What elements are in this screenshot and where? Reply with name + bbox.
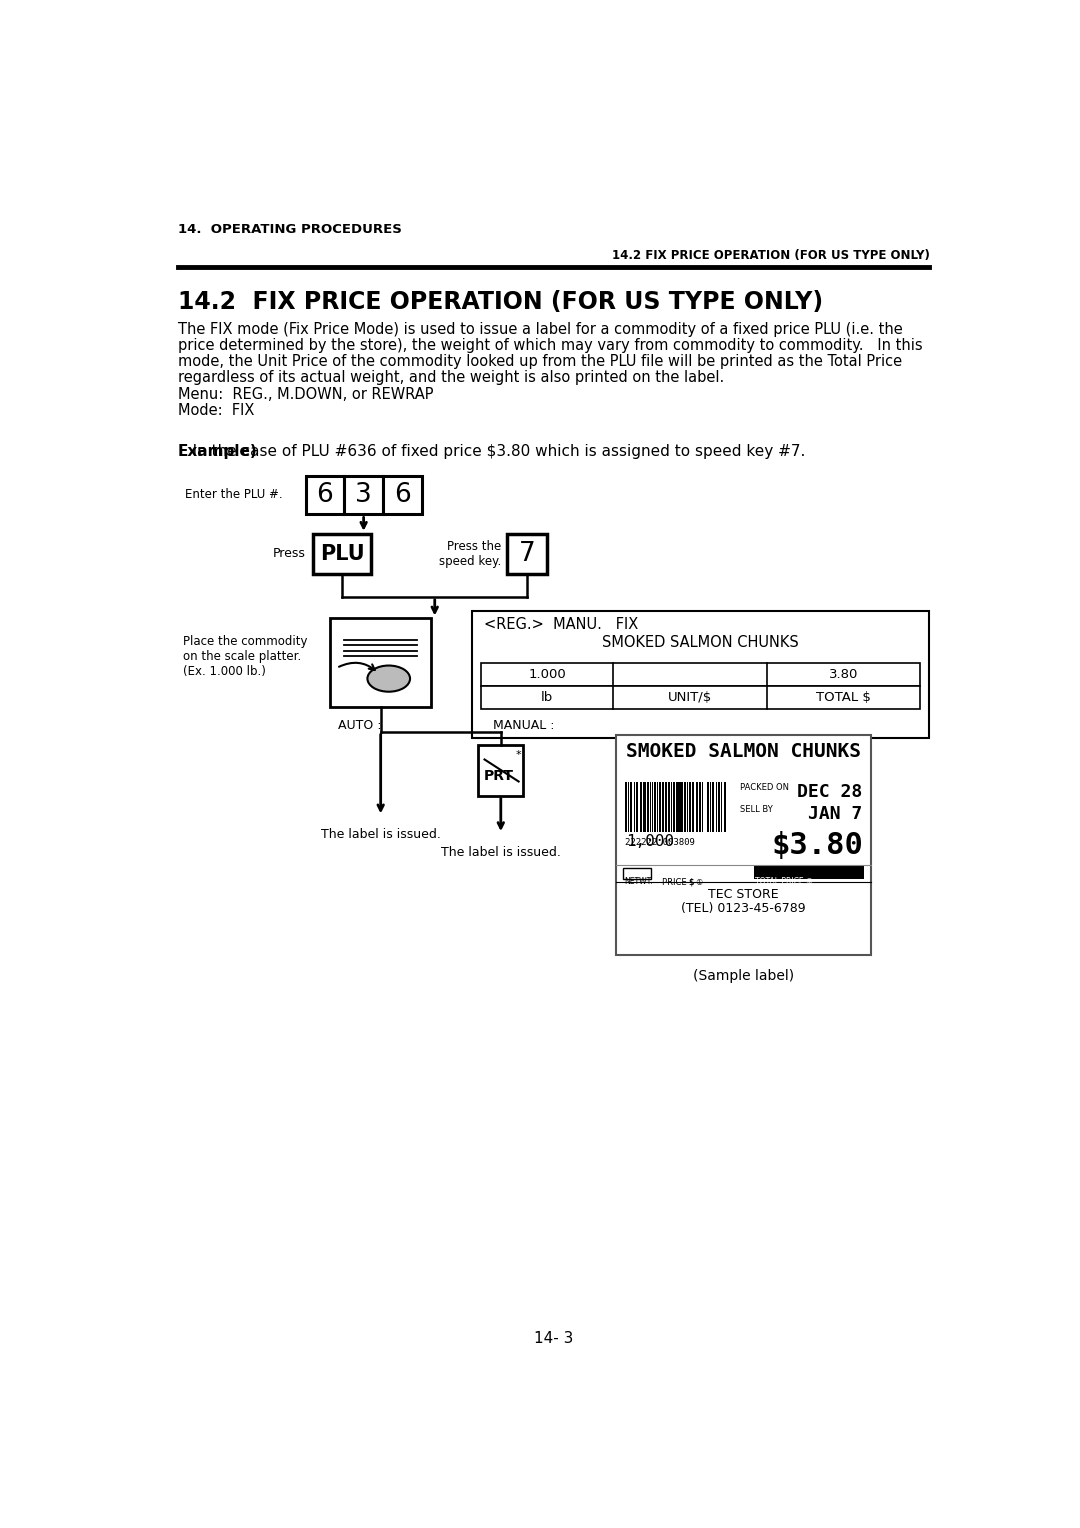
Text: 1,000: 1,000: [626, 834, 675, 850]
Text: 1.000: 1.000: [528, 668, 566, 681]
Bar: [616, 735, 872, 955]
Bar: [716, 782, 717, 831]
Bar: [482, 686, 920, 709]
Ellipse shape: [367, 666, 410, 692]
Text: regardless of its actual weight, and the weight is also printed on the label.: regardless of its actual weight, and the…: [177, 370, 724, 385]
Bar: [679, 782, 680, 831]
Text: NETWT.: NETWT.: [624, 877, 652, 886]
Bar: [702, 782, 703, 831]
Text: (Sample label): (Sample label): [692, 969, 794, 983]
Bar: [647, 782, 649, 831]
Bar: [665, 782, 666, 831]
Text: 3: 3: [355, 483, 372, 509]
Bar: [721, 782, 723, 831]
Bar: [634, 782, 635, 831]
Bar: [330, 619, 431, 707]
Text: 14- 3: 14- 3: [534, 1331, 573, 1346]
Bar: [507, 533, 548, 573]
Bar: [696, 782, 698, 831]
Bar: [662, 782, 663, 831]
Bar: [718, 782, 720, 831]
Text: Place the commodity
on the scale platter.
(Ex. 1.000 lb.): Place the commodity on the scale platter…: [183, 636, 308, 678]
Text: The label is issued.: The label is issued.: [441, 845, 561, 859]
Text: 6: 6: [394, 483, 410, 509]
Text: (TEL) 0123-45-6789: (TEL) 0123-45-6789: [681, 902, 806, 915]
Text: SMOKED SALMON CHUNKS: SMOKED SALMON CHUNKS: [626, 741, 861, 761]
Text: UNIT/$: UNIT/$: [667, 691, 712, 704]
Bar: [671, 782, 673, 831]
Text: In the case of PLU #636 of fixed price $3.80 which is assigned to speed key #7.: In the case of PLU #636 of fixed price $…: [177, 443, 805, 458]
Text: Press the
speed key.: Press the speed key.: [438, 539, 501, 568]
Bar: [699, 782, 701, 831]
Bar: [689, 782, 691, 831]
Bar: [313, 533, 372, 573]
Text: The FIX mode (Fix Price Mode) is used to issue a label for a commodity of a fixe: The FIX mode (Fix Price Mode) is used to…: [177, 322, 903, 338]
Text: JAN 7: JAN 7: [808, 805, 862, 822]
Text: PLU: PLU: [320, 544, 365, 564]
Bar: [623, 868, 651, 879]
Text: MANUAL :: MANUAL :: [494, 718, 554, 732]
Bar: [345, 475, 383, 515]
Bar: [712, 782, 714, 831]
Text: 14.  OPERATING PROCEDURES: 14. OPERATING PROCEDURES: [177, 223, 402, 237]
Text: PRT: PRT: [484, 770, 513, 784]
Text: price determined by the store), the weight of which may vary from commodity to c: price determined by the store), the weig…: [177, 338, 922, 353]
Text: $ ①: $ ①: [689, 877, 703, 886]
Text: 6: 6: [316, 483, 334, 509]
Bar: [478, 746, 524, 796]
Text: The label is issued.: The label is issued.: [321, 828, 441, 840]
Text: TEC STORE: TEC STORE: [708, 888, 779, 902]
Text: DEC 28: DEC 28: [797, 784, 862, 801]
Bar: [724, 782, 726, 831]
Text: Example): Example): [177, 443, 257, 458]
Bar: [627, 782, 629, 831]
Bar: [653, 782, 657, 831]
Bar: [482, 663, 920, 686]
Text: SMOKED SALMON CHUNKS: SMOKED SALMON CHUNKS: [603, 636, 799, 651]
Bar: [383, 475, 422, 515]
Bar: [650, 782, 651, 831]
Bar: [676, 782, 678, 831]
Text: PRICE $: PRICE $: [662, 877, 694, 886]
Text: TOTAL PRICE ①: TOTAL PRICE ①: [755, 877, 813, 886]
Bar: [681, 782, 684, 831]
Bar: [306, 475, 345, 515]
Bar: [754, 866, 864, 879]
Text: Menu:  REG., M.DOWN, or REWRAP: Menu: REG., M.DOWN, or REWRAP: [177, 387, 433, 402]
Bar: [673, 782, 675, 831]
Text: Mode:  FIX: Mode: FIX: [177, 403, 254, 417]
Text: 3.80: 3.80: [828, 668, 858, 681]
Bar: [659, 782, 661, 831]
Text: <REG.>  MANU.   FIX: <REG.> MANU. FIX: [484, 617, 638, 633]
Text: 222222 003809: 222222 003809: [625, 837, 694, 847]
Bar: [692, 782, 694, 831]
Text: 7: 7: [518, 541, 536, 567]
Bar: [630, 782, 632, 831]
Text: lb: lb: [541, 691, 553, 704]
Bar: [472, 611, 930, 738]
Bar: [706, 782, 708, 831]
Bar: [644, 782, 646, 831]
Bar: [636, 782, 638, 831]
Bar: [669, 782, 670, 831]
Text: TOTAL $: TOTAL $: [815, 691, 870, 704]
Text: 14.2  FIX PRICE OPERATION (FOR US TYPE ONLY): 14.2 FIX PRICE OPERATION (FOR US TYPE ON…: [177, 290, 823, 313]
Text: 14.2 FIX PRICE OPERATION (FOR US TYPE ONLY): 14.2 FIX PRICE OPERATION (FOR US TYPE ON…: [611, 249, 930, 261]
Text: *: *: [515, 750, 522, 759]
Text: PACKED ON: PACKED ON: [740, 784, 788, 792]
Text: $3.80: $3.80: [771, 831, 864, 860]
Bar: [639, 782, 642, 831]
Text: mode, the Unit Price of the commodity looked up from the PLU file will be printe: mode, the Unit Price of the commodity lo…: [177, 354, 902, 370]
Bar: [685, 782, 686, 831]
Bar: [625, 782, 626, 831]
Text: AUTO :: AUTO :: [338, 718, 381, 732]
Text: Enter the PLU #.: Enter the PLU #.: [186, 489, 283, 501]
Bar: [710, 782, 711, 831]
Text: Press: Press: [272, 547, 306, 561]
Text: SELL BY: SELL BY: [740, 805, 772, 814]
